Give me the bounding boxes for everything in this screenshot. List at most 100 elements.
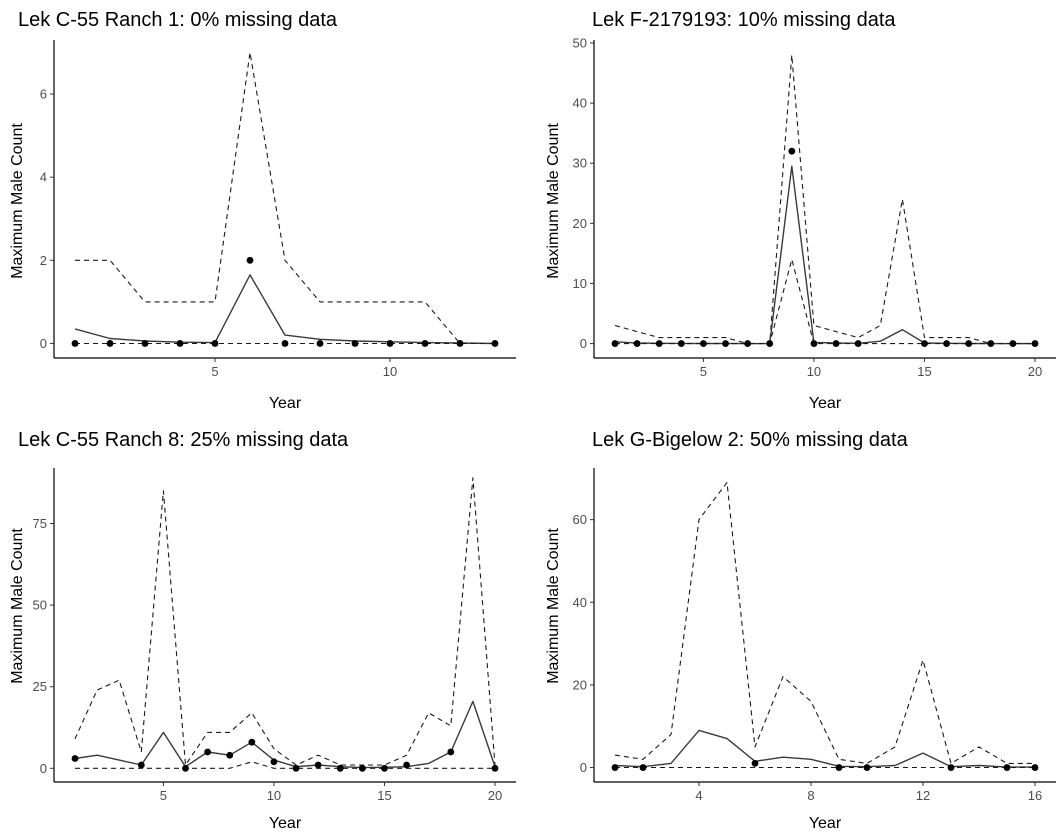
x-tick-label: 12 <box>916 788 930 803</box>
y-tick-label: 40 <box>573 96 587 111</box>
chart-f-2179193: Lek F-2179193: 10% missing data 0 10 20 30 4… <box>545 9 1056 412</box>
observed-point <box>491 764 499 772</box>
observed-point <box>744 340 752 347</box>
observed-point <box>491 340 499 347</box>
observed-point <box>248 738 256 746</box>
chart-ranch-1: Lek C-55 Ranch 1: 0% missing data 0 2 4 6 5 1… <box>9 9 516 412</box>
y-tick-label: 50 <box>33 598 47 613</box>
y-tick-label: 40 <box>573 595 587 610</box>
estimate-line <box>74 274 496 345</box>
observed-point <box>270 758 278 766</box>
observed-point <box>633 340 641 347</box>
x-axis-label: Year <box>809 815 842 832</box>
observed-point <box>176 340 184 347</box>
marks <box>611 481 1039 771</box>
marks <box>71 477 499 772</box>
y-tick-label: 50 <box>573 36 587 51</box>
x-tick-label: 15 <box>377 788 391 803</box>
y-tick-label: 4 <box>40 170 47 185</box>
observed-point <box>292 764 300 772</box>
marks <box>71 51 499 347</box>
observed-point <box>832 340 840 347</box>
x-tick-label: 10 <box>383 364 397 379</box>
observed-point <box>1031 764 1039 771</box>
panel-bigelow-2: Lek G-Bigelow 2: 50% missing data 0 20 40 6… <box>532 416 1064 832</box>
observed-point <box>921 340 928 347</box>
observed-point <box>336 764 344 772</box>
observed-point <box>71 755 79 762</box>
observed-point <box>722 340 729 347</box>
x-tick-label: 5 <box>700 364 707 379</box>
panel-ranch-1: Lek C-55 Ranch 1: 0% missing data 0 2 4 6 5 1… <box>0 0 532 416</box>
observed-point <box>987 340 995 347</box>
observed-point <box>611 764 619 771</box>
axes: 0 20 40 60 4 8 12 16 <box>573 468 1056 803</box>
observed-point <box>655 340 663 347</box>
x-tick-label: 16 <box>1028 788 1042 803</box>
y-tick-label: 0 <box>40 761 47 776</box>
observed-point <box>751 760 759 767</box>
y-tick-label: 20 <box>573 216 587 231</box>
observed-point <box>182 764 189 772</box>
y-tick-label: 20 <box>573 677 587 692</box>
observed-point <box>863 764 871 771</box>
observed-point <box>456 340 464 347</box>
y-axis-label: Maximum Male Count <box>545 123 562 279</box>
x-axis-label: Year <box>269 815 302 832</box>
x-tick-label: 20 <box>488 788 502 803</box>
observed-point <box>947 764 955 771</box>
observed-point <box>141 340 149 347</box>
observed-point <box>316 340 324 347</box>
estimate-line <box>614 729 1035 768</box>
observed-point <box>943 340 950 347</box>
upper-line <box>74 477 496 766</box>
chart-ranch-8: Lek C-55 Ranch 8: 25% missing data 0 25 50… <box>9 429 516 832</box>
axes: 0 25 50 75 5 10 15 20 <box>33 468 516 803</box>
observed-point <box>1031 340 1039 347</box>
y-axis-label: Maximum Male Count <box>9 528 26 684</box>
y-tick-label: 6 <box>40 87 47 102</box>
observed-point <box>351 340 359 347</box>
y-tick-label: 0 <box>580 760 587 775</box>
observed-point <box>835 764 843 771</box>
axes: 0 2 4 6 5 10 <box>40 40 516 379</box>
axes: 0 10 20 30 40 50 5 10 15 20 <box>573 36 1056 379</box>
chart-title: Lek C-55 Ranch 8: 25% missing data <box>18 429 349 451</box>
x-tick-label: 10 <box>267 788 281 803</box>
observed-point <box>965 340 973 347</box>
observed-point <box>677 340 685 347</box>
x-tick-label: 20 <box>1028 364 1042 379</box>
observed-point <box>639 764 647 771</box>
observed-point <box>788 147 796 155</box>
x-tick-label: 5 <box>160 788 167 803</box>
observed-point <box>226 751 234 759</box>
x-tick-label: 8 <box>807 788 814 803</box>
y-tick-label: 30 <box>573 156 587 171</box>
observed-point <box>1009 340 1017 347</box>
observed-point <box>106 340 114 347</box>
upper-line <box>614 481 1035 764</box>
upper-line <box>75 51 495 345</box>
y-tick-label: 0 <box>580 336 587 351</box>
observed-point <box>358 764 366 772</box>
y-axis-label: Maximum Male Count <box>9 123 26 279</box>
observed-point <box>137 761 145 769</box>
observed-point <box>447 748 455 756</box>
y-tick-label: 25 <box>33 679 47 694</box>
observed-point <box>403 761 410 769</box>
upper-line <box>614 54 1035 345</box>
estimate-line <box>614 165 1035 345</box>
panel-f-2179193: Lek F-2179193: 10% missing data 0 10 20 30 4… <box>532 0 1064 416</box>
y-tick-label: 75 <box>33 516 47 531</box>
observed-point <box>246 256 254 264</box>
x-tick-label: 4 <box>695 788 702 803</box>
observed-point <box>71 340 79 347</box>
lower-line <box>615 258 1035 345</box>
observed-point <box>1003 764 1011 771</box>
estimate-line <box>74 700 496 769</box>
y-tick-label: 60 <box>573 512 587 527</box>
y-tick-label: 2 <box>40 253 47 268</box>
observed-point <box>386 340 394 347</box>
chart-title: Lek G-Bigelow 2: 50% missing data <box>592 429 909 451</box>
